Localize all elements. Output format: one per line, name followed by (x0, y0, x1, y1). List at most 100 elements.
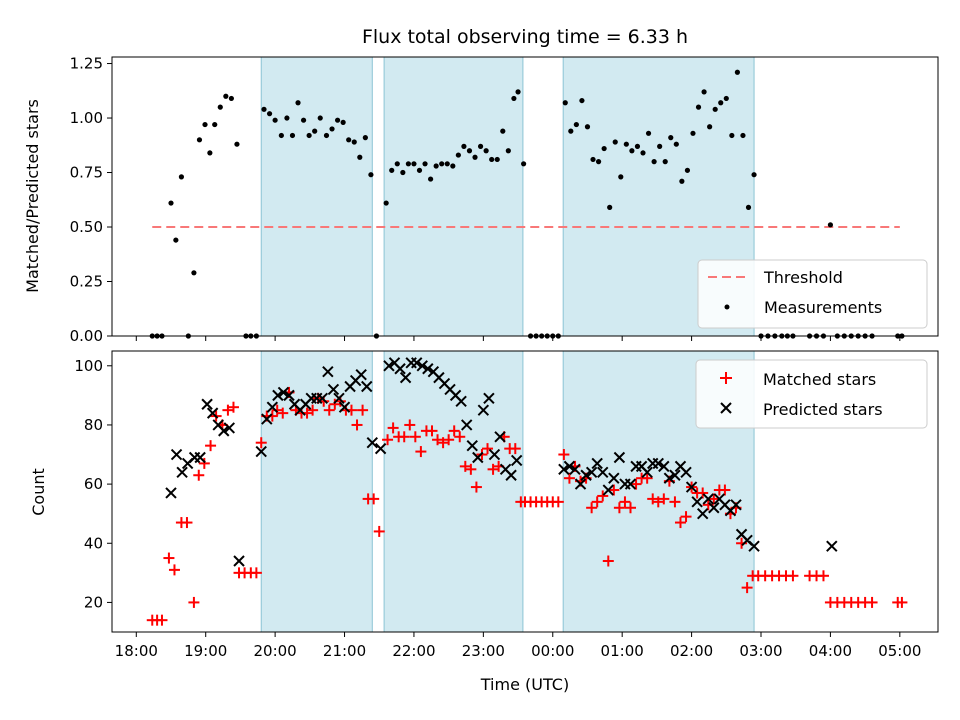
predicted-star-marker (338, 401, 351, 413)
measurement-point (645, 130, 652, 136)
predicted-star-marker (505, 469, 517, 481)
measurement-point (779, 333, 785, 339)
measurement-point (439, 161, 445, 167)
predicted-star-marker (488, 448, 501, 461)
predicted-star-marker (558, 463, 570, 476)
predicted-star-marker (366, 436, 379, 449)
legend-matched-label: Matched stars (763, 370, 876, 389)
matched-star-marker (658, 493, 670, 505)
measurement-points (149, 69, 905, 339)
measurement-point (848, 333, 854, 339)
measurement-point (813, 333, 820, 339)
legend-matched-swatch (720, 372, 732, 384)
matched-star-marker (652, 496, 664, 508)
measurement-point (178, 174, 185, 180)
measurement-point (223, 93, 229, 99)
predicted-star-marker (170, 448, 183, 461)
matched-star-marker (168, 564, 180, 576)
predicted-star-marker (658, 460, 670, 473)
count-ytick-label: 20 (84, 593, 103, 611)
measurement-point (834, 333, 840, 339)
measurement-point (673, 141, 679, 147)
predicted-star-marker (206, 407, 219, 419)
measurement-point (217, 104, 223, 110)
measurement-point (734, 69, 741, 75)
ratio-legend: Threshold Measurements (697, 259, 928, 329)
x-tick-label: 20:00 (254, 642, 297, 660)
x-axis-label: Time (UTC) (480, 675, 569, 694)
ratio-window-2 (383, 56, 524, 337)
measurement-point (784, 333, 790, 339)
matched-star-marker (222, 404, 234, 416)
predicted-star-marker (669, 469, 681, 481)
matched-star-marker (680, 511, 692, 523)
measurement-point (862, 333, 868, 339)
matched-star-marker (437, 437, 449, 449)
measurement-point (300, 117, 307, 123)
measurement-point (411, 161, 417, 167)
predicted-star-marker (218, 425, 230, 437)
x-tick-label: 19:00 (184, 642, 227, 660)
measurement-point (373, 333, 380, 339)
x-tick-label: 21:00 (323, 642, 366, 660)
predicted-star-marker (597, 466, 609, 478)
measurement-point (185, 333, 191, 339)
measurement-point (295, 100, 301, 106)
predicted-star-marker (460, 419, 473, 431)
measurement-point (740, 132, 746, 139)
predicted-star-marker (624, 478, 637, 490)
measurement-point (765, 333, 771, 339)
predicted-star-marker (696, 507, 709, 520)
measurement-point (346, 137, 352, 143)
measurement-point (461, 143, 467, 149)
measurement-point (855, 333, 861, 339)
observing-window-shades (260, 56, 755, 337)
count-legend: Matched stars Predicted stars (695, 359, 928, 429)
x-tick-label: 18:00 (115, 642, 158, 660)
measurement-point (707, 124, 713, 130)
predicted-star-marker (383, 360, 395, 372)
predicted-star-marker (680, 466, 692, 478)
measurement-point (820, 333, 827, 339)
matched-star-marker (329, 398, 341, 410)
count-ytick-label: 40 (84, 534, 103, 552)
matched-star-marker (625, 502, 637, 514)
matched-star-marker (641, 472, 653, 484)
measurement-point (584, 124, 591, 130)
measurement-point (841, 333, 847, 339)
count-ytick-label: 100 (74, 357, 103, 375)
predicted-star-marker (176, 466, 188, 478)
measurement-point (317, 115, 323, 121)
matched-star-marker (719, 484, 731, 496)
measurement-point (450, 163, 456, 169)
measurement-point (515, 89, 521, 95)
measurement-point (234, 141, 240, 147)
predicted-star-marker (416, 360, 428, 372)
predicted-star-marker (255, 445, 267, 458)
matched-star-marker (277, 407, 289, 419)
count-plot-frame (111, 350, 939, 633)
measurement-point (159, 333, 165, 339)
measurement-point (712, 106, 718, 112)
predicted-star-marker (422, 363, 434, 375)
matched-star-marker (597, 490, 609, 502)
matched-star-marker (181, 517, 193, 529)
matched-star-marker (630, 478, 642, 490)
measurement-point (827, 222, 834, 228)
measurement-point (640, 150, 646, 156)
measurement-point (389, 167, 395, 173)
ratio-plot-frame (111, 56, 939, 337)
measurement-point (340, 119, 346, 125)
legend-measurements-swatch (724, 304, 730, 310)
ratio-ytick-label: 0.50 (70, 218, 103, 236)
measurement-point (261, 106, 267, 112)
matched-stars-points (146, 386, 908, 626)
ratio-window-1 (260, 56, 373, 337)
observing-window-shades-bottom (260, 350, 755, 633)
predicted-star-marker (477, 404, 490, 416)
predicted-star-marker (748, 540, 760, 552)
predicted-stars-points (165, 357, 838, 567)
predicted-star-marker (585, 466, 598, 478)
measurement-point (695, 104, 702, 110)
measurement-point (272, 117, 278, 123)
